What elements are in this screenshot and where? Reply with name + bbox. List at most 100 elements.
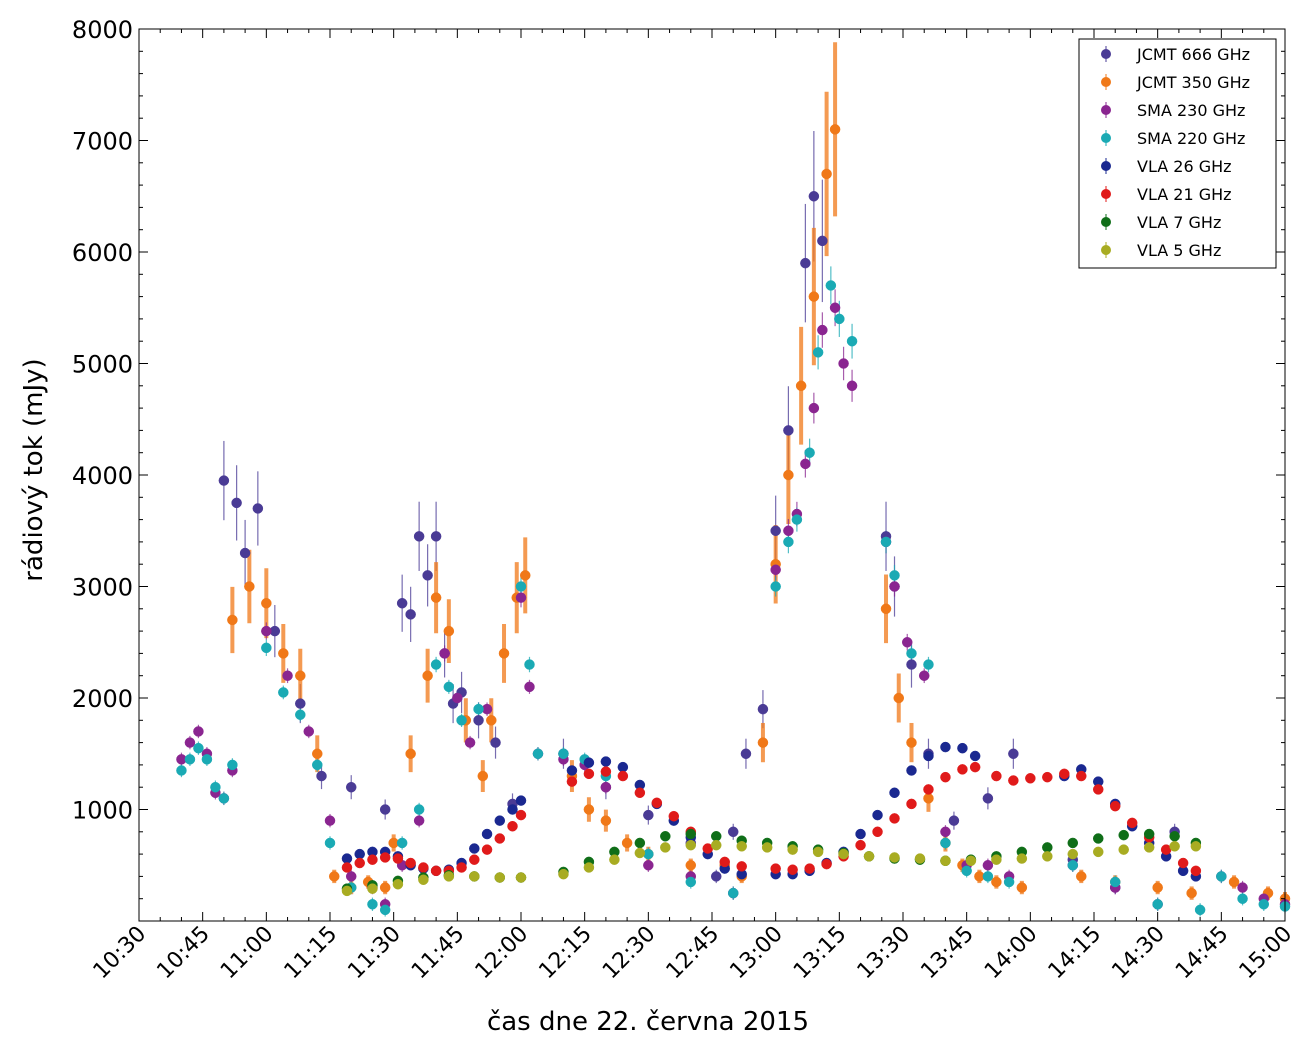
point-jcmt-666-ghz [473, 715, 484, 726]
point-sma-220-ghz [176, 765, 187, 776]
point-jcmt-350-ghz [244, 581, 255, 592]
point-vla-26-ghz [872, 809, 883, 821]
point-vla-5-ghz [1118, 844, 1129, 855]
point-vla-7-ghz [710, 831, 722, 842]
point-vla-21-ghz [668, 810, 680, 822]
point-sma-220-ghz [312, 759, 323, 771]
point-jcmt-666-ghz [740, 748, 752, 759]
point-vla-21-ghz [787, 864, 798, 875]
point-sma-220-ghz [473, 703, 484, 715]
point-vla-21-ghz [991, 770, 1002, 782]
point-sma-220-ghz [430, 659, 442, 670]
point-vla-21-ghz [379, 852, 391, 863]
point-sma-230-ghz [940, 826, 951, 838]
point-sma-220-ghz [1258, 899, 1270, 910]
point-jcmt-350-ghz [600, 815, 612, 826]
point-jcmt-350-ghz [991, 876, 1002, 888]
point-jcmt-666-ghz [379, 804, 391, 815]
point-jcmt-666-ghz [430, 531, 442, 542]
point-sma-220-ghz [825, 280, 837, 291]
point-jcmt-350-ghz [278, 648, 289, 659]
point-vla-21-ghz [957, 764, 968, 775]
point-sma-220-ghz [685, 876, 697, 888]
point-vla-21-ghz [481, 844, 493, 855]
point-sma-220-ghz [982, 871, 994, 882]
point-jcmt-666-ghz [405, 609, 416, 620]
point-jcmt-350-ghz [328, 871, 340, 882]
point-vla-26-ghz [617, 761, 629, 773]
point-vla-21-ghz [392, 853, 404, 864]
point-sma-230-ghz [1237, 882, 1248, 893]
point-vla-5-ghz [418, 874, 429, 885]
point-vla-5-ghz [863, 851, 875, 862]
point-sma-220-ghz [532, 748, 544, 759]
point-jcmt-666-ghz [345, 781, 357, 793]
legend-marker-vla-5-ghz [1101, 245, 1111, 255]
point-jcmt-350-ghz [486, 715, 497, 726]
point-vla-5-ghz [469, 871, 480, 882]
y-tick-label: 4000 [72, 462, 133, 490]
point-vla-5-ghz [515, 872, 527, 883]
point-sma-220-ghz [906, 648, 917, 659]
y-tick-label: 2000 [72, 685, 133, 713]
legend-label-jcmt-666-ghz: JCMT 666 GHz [1136, 45, 1250, 64]
point-vla-5-ghz [991, 854, 1002, 865]
point-vla-21-ghz [367, 854, 378, 865]
point-sma-220-ghz [524, 659, 535, 670]
point-vla-21-ghz [969, 761, 981, 773]
point-sma-230-ghz [345, 871, 357, 882]
point-jcmt-666-ghz [710, 871, 722, 882]
point-sma-220-ghz [227, 759, 238, 771]
point-sma-220-ghz [880, 536, 892, 548]
point-vla-7-ghz [1118, 829, 1129, 841]
point-vla-5-ghz [710, 839, 722, 851]
point-sma-220-ghz [295, 709, 306, 720]
point-vla-21-ghz [889, 813, 900, 824]
point-sma-230-ghz [324, 815, 336, 826]
point-vla-5-ghz [1190, 841, 1202, 852]
point-vla-5-ghz [1016, 853, 1028, 864]
point-jcmt-350-ghz [430, 592, 442, 603]
point-sma-220-ghz [193, 742, 204, 754]
legend-marker-vla-21-ghz [1101, 189, 1111, 199]
point-vla-21-ghz [1126, 817, 1138, 829]
legend-label-vla-5-ghz: VLA 5 GHz [1137, 241, 1221, 260]
point-vla-5-ghz [1042, 851, 1053, 862]
point-sma-220-ghz [1067, 860, 1079, 871]
point-vla-7-ghz [1067, 837, 1079, 849]
point-jcmt-350-ghz [893, 692, 905, 704]
point-sma-220-ghz [1216, 871, 1227, 882]
point-jcmt-350-ghz [443, 625, 455, 637]
point-sma-230-ghz [838, 358, 849, 369]
legend-label-jcmt-350-ghz: JCMT 350 GHz [1136, 73, 1250, 92]
point-sma-230-ghz [783, 525, 794, 536]
point-sma-230-ghz [846, 380, 858, 392]
legend: JCMT 666 GHz JCMT 350 GHz SMA 230 GHz SMA 2… [1078, 38, 1277, 269]
point-vla-21-ghz [719, 856, 730, 868]
point-vla-26-ghz [583, 757, 595, 768]
point-vla-7-ghz [1169, 831, 1180, 842]
legend-marker-jcmt-350-ghz [1101, 77, 1111, 87]
point-sma-230-ghz [829, 302, 841, 313]
point-jcmt-350-ghz [783, 469, 794, 481]
point-sma-220-ghz [1109, 876, 1121, 888]
point-jcmt-666-ghz [252, 503, 264, 514]
point-vla-26-ghz [341, 853, 353, 864]
point-vla-5-ghz [1169, 841, 1180, 852]
legend-marker-sma-230-ghz [1101, 105, 1111, 115]
point-jcmt-350-ghz [1016, 882, 1028, 893]
point-jcmt-350-ghz [757, 737, 769, 748]
point-jcmt-666-ghz [231, 497, 242, 509]
point-vla-26-ghz [515, 795, 527, 806]
point-vla-26-ghz [507, 804, 518, 815]
point-sma-220-ghz [1003, 876, 1015, 888]
point-sma-230-ghz [600, 781, 612, 793]
point-sma-230-ghz [800, 458, 811, 470]
point-jcmt-350-ghz [1152, 882, 1163, 893]
point-jcmt-350-ghz [821, 168, 832, 180]
legend-marker-vla-26-ghz [1101, 161, 1111, 171]
point-vla-5-ghz [1092, 846, 1104, 858]
point-jcmt-350-ghz [477, 770, 489, 782]
point-vla-5-ghz [609, 854, 620, 865]
